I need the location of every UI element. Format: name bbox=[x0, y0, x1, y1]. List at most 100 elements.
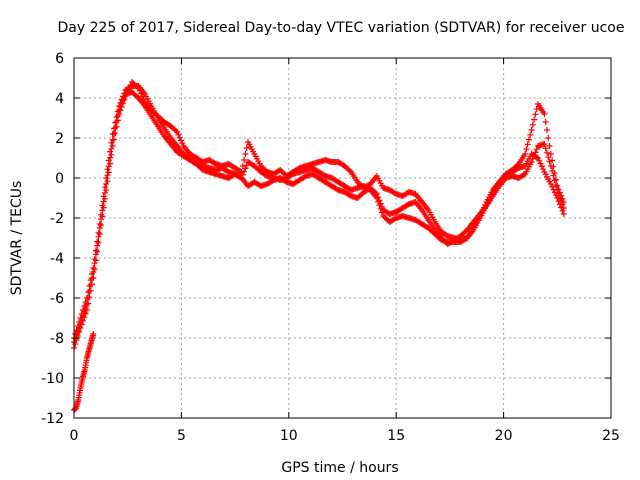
x-tick-label: 20 bbox=[495, 428, 513, 444]
data-point bbox=[379, 209, 386, 216]
data-point bbox=[549, 167, 556, 174]
data-point bbox=[241, 168, 248, 175]
y-tick-label: -2 bbox=[50, 211, 64, 227]
data-point bbox=[545, 135, 552, 141]
data-point bbox=[107, 154, 114, 161]
data-point bbox=[80, 307, 87, 313]
data-point bbox=[107, 148, 114, 155]
data-point bbox=[96, 231, 103, 237]
data-point bbox=[525, 136, 532, 143]
data-point bbox=[533, 106, 540, 113]
data-point bbox=[346, 167, 353, 174]
data-point bbox=[114, 108, 121, 115]
data-point bbox=[239, 171, 246, 178]
y-tick-label: -8 bbox=[50, 331, 64, 347]
data-point bbox=[109, 143, 116, 149]
data-point bbox=[92, 247, 99, 254]
data-point bbox=[87, 277, 94, 283]
data-point bbox=[540, 166, 547, 173]
data-point bbox=[94, 238, 101, 245]
data-point bbox=[524, 141, 531, 148]
data-point bbox=[100, 198, 107, 205]
data-point bbox=[98, 222, 105, 229]
data-point bbox=[528, 159, 535, 165]
data-point bbox=[174, 129, 181, 135]
data-point bbox=[377, 205, 384, 212]
data-point bbox=[550, 172, 557, 179]
data-point bbox=[559, 207, 566, 214]
data-point bbox=[78, 311, 85, 317]
data-point bbox=[482, 201, 489, 208]
data-point bbox=[117, 99, 124, 106]
data-point bbox=[76, 319, 83, 325]
x-tick-label: 25 bbox=[602, 428, 620, 444]
series-early-segment bbox=[71, 331, 97, 413]
data-point bbox=[238, 175, 245, 181]
data-point bbox=[551, 189, 558, 196]
data-point bbox=[91, 266, 98, 273]
data-point bbox=[108, 145, 115, 152]
data-point bbox=[551, 177, 558, 184]
x-tick-label: 5 bbox=[177, 428, 186, 444]
data-point bbox=[108, 151, 115, 158]
data-point bbox=[108, 139, 115, 146]
data-point bbox=[536, 157, 543, 164]
data-point bbox=[545, 154, 552, 161]
data-point bbox=[105, 157, 112, 164]
data-point bbox=[74, 323, 81, 329]
data-point bbox=[549, 183, 556, 190]
y-tick-label: -10 bbox=[41, 371, 64, 387]
data-point bbox=[179, 140, 186, 147]
data-point bbox=[119, 93, 126, 100]
series-track-b bbox=[71, 89, 567, 345]
data-point bbox=[560, 211, 567, 217]
data-point bbox=[104, 172, 111, 179]
data-point bbox=[520, 171, 527, 178]
data-point bbox=[85, 289, 92, 295]
data-points bbox=[71, 79, 567, 413]
data-point bbox=[242, 151, 249, 157]
data-point bbox=[91, 256, 98, 263]
data-point bbox=[99, 202, 106, 209]
data-point bbox=[81, 303, 88, 309]
x-tick-label: 15 bbox=[387, 428, 405, 444]
data-point bbox=[476, 213, 483, 219]
data-point bbox=[110, 125, 117, 132]
data-point bbox=[121, 90, 128, 97]
data-point bbox=[107, 160, 114, 167]
data-point bbox=[177, 137, 184, 144]
data-point bbox=[90, 331, 97, 337]
data-point bbox=[77, 315, 84, 321]
data-point bbox=[109, 131, 116, 137]
data-point bbox=[112, 119, 119, 126]
data-point bbox=[541, 111, 548, 117]
y-tick-label: 2 bbox=[55, 131, 64, 147]
data-point bbox=[104, 166, 111, 173]
data-point bbox=[547, 163, 554, 169]
data-point bbox=[172, 127, 179, 134]
data-point bbox=[82, 299, 89, 305]
data-point bbox=[555, 198, 562, 205]
data-point bbox=[113, 114, 120, 121]
data-point bbox=[523, 146, 530, 153]
data-point bbox=[533, 154, 540, 161]
data-point bbox=[529, 121, 536, 128]
data-point bbox=[543, 149, 550, 156]
data-point bbox=[542, 119, 549, 125]
data-point bbox=[547, 181, 554, 187]
x-axis-label: GPS time / hours bbox=[281, 460, 398, 476]
plot-frame bbox=[73, 57, 612, 419]
data-point bbox=[242, 165, 249, 172]
y-tick-label: -6 bbox=[50, 291, 64, 307]
series-track-a bbox=[71, 79, 567, 351]
data-point bbox=[116, 103, 123, 109]
data-point bbox=[86, 288, 93, 295]
x-tick-label: 10 bbox=[280, 428, 298, 444]
data-point bbox=[479, 207, 486, 214]
data-point bbox=[118, 96, 125, 103]
data-point bbox=[105, 169, 112, 176]
data-point bbox=[101, 184, 108, 191]
data-point bbox=[534, 155, 541, 161]
data-point bbox=[86, 283, 93, 289]
